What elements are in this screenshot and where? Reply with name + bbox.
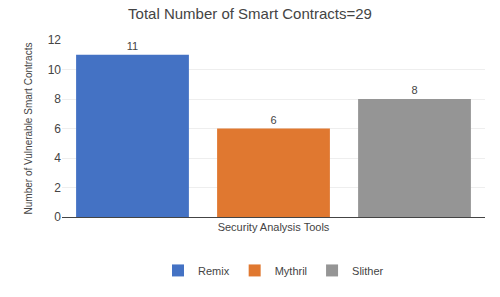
svg-text:Total Number of Smart Contract: Total Number of Smart Contracts=29: [128, 5, 372, 22]
svg-text:12: 12: [48, 33, 62, 47]
svg-text:8: 8: [54, 92, 61, 106]
svg-text:Slither: Slither: [352, 265, 384, 277]
svg-text:Number of Vulnerable Smart Con: Number of Vulnerable Smart Contracts: [23, 43, 34, 215]
svg-text:6: 6: [54, 122, 61, 136]
svg-text:Mythril: Mythril: [275, 265, 307, 277]
svg-text:4: 4: [54, 151, 61, 165]
svg-text:10: 10: [48, 63, 62, 77]
svg-text:2: 2: [54, 181, 61, 195]
svg-text:11: 11: [127, 40, 138, 52]
svg-text:8: 8: [411, 84, 417, 96]
svg-text:6: 6: [270, 114, 276, 126]
svg-text:Remix: Remix: [198, 265, 230, 277]
svg-text:Security Analysis Tools: Security Analysis Tools: [218, 221, 330, 233]
svg-text:0: 0: [54, 210, 61, 224]
